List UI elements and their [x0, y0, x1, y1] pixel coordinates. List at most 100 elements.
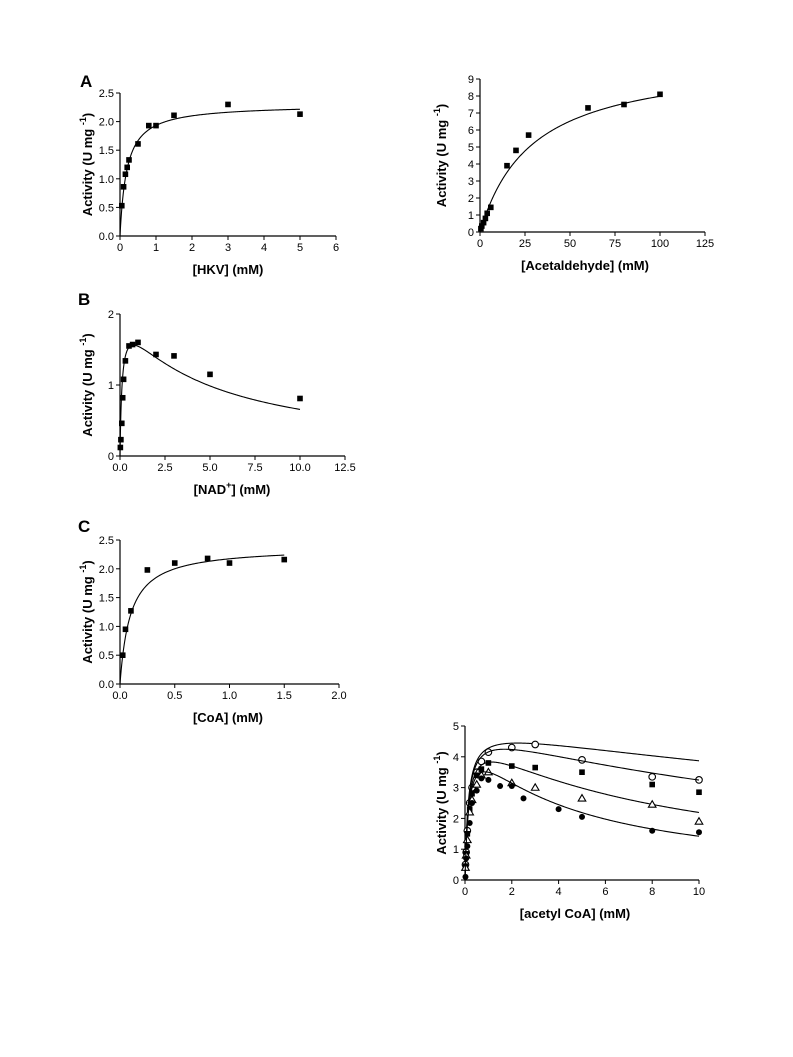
- data-point-filled-square: [129, 341, 136, 348]
- y-tick-label: 6: [468, 125, 474, 137]
- panel-letter: B: [78, 290, 90, 309]
- data-point-open-triangle: [577, 793, 587, 802]
- y-tick-label: 2: [108, 309, 114, 321]
- x-tick-label: 50: [564, 238, 576, 250]
- y-axis-title: Activity (U mg -1): [78, 333, 95, 436]
- y-tick-label: 2.5: [99, 535, 114, 547]
- data-point-filled-circle: [462, 873, 469, 880]
- x-tick-label: 4: [261, 242, 267, 254]
- chart-panel-4: C 0.0 0.5 1.0 1.5 2.0 0.0 0.5 1.0 1.5 2.0 2.5 [CoA] …: [78, 517, 347, 725]
- data-point-filled-square: [473, 772, 480, 779]
- data-point-filled-square: [207, 371, 213, 378]
- x-tick-label: 2: [509, 886, 515, 898]
- data-point-filled-square: [657, 91, 663, 98]
- x-tick-label: 4: [556, 886, 562, 898]
- data-point-filled-square: [126, 157, 132, 163]
- data-point-filled-square: [225, 101, 231, 108]
- y-tick-label: 7: [468, 108, 474, 120]
- data-point-filled-circle: [696, 829, 702, 836]
- data-point-filled-square: [171, 560, 178, 566]
- data-point-filled-square: [297, 111, 303, 117]
- data-point-filled-square: [122, 171, 129, 178]
- x-axis-title: [CoA] (mM): [193, 710, 263, 725]
- x-axis-title: [acetyl CoA] (mM): [520, 906, 631, 921]
- data-point-filled-square: [579, 769, 585, 775]
- data-point-filled-square: [204, 555, 211, 562]
- data-point-filled-square: [513, 147, 519, 154]
- data-point-filled-circle: [466, 820, 473, 827]
- data-point-filled-square: [119, 420, 125, 427]
- data-point-filled-square: [469, 790, 475, 797]
- data-point-open-circle: [578, 756, 586, 764]
- x-tick-label: 25: [519, 238, 531, 250]
- data-point-filled-square: [482, 215, 489, 222]
- x-tick-label: 6: [602, 886, 608, 898]
- data-point-filled-square: [146, 122, 152, 129]
- x-axis-title: [NAD+] (mM): [194, 480, 271, 497]
- data-point-filled-square: [119, 652, 126, 658]
- panel-letter: A: [80, 72, 92, 91]
- y-tick-label: 5: [453, 721, 459, 733]
- data-point-filled-square: [696, 789, 702, 796]
- data-point-filled-circle: [649, 827, 656, 834]
- x-tick-label: 1: [153, 242, 159, 254]
- data-point-filled-circle: [555, 806, 562, 813]
- data-point-filled-square: [120, 376, 127, 383]
- chart-panel-5: 0 2 4 6 8 10 0 1 2 3 4 5 [acetyl CoA] (mM) Activity (…: [432, 721, 705, 921]
- data-point-filled-square: [135, 141, 141, 147]
- data-point-filled-square: [120, 184, 127, 190]
- data-point-filled-circle: [473, 787, 480, 794]
- fit-curve-series-3: [464, 761, 700, 880]
- data-point-filled-circle: [464, 843, 471, 850]
- x-tick-label: 1.5: [277, 690, 292, 702]
- data-point-filled-square: [649, 781, 655, 788]
- data-point-filled-circle: [497, 783, 504, 790]
- x-tick-label: 10.0: [289, 462, 310, 474]
- y-tick-label: 1.0: [99, 621, 114, 633]
- data-point-filled-square: [126, 343, 132, 349]
- y-tick-label: 5: [468, 142, 474, 154]
- data-point-filled-square: [480, 219, 487, 226]
- x-tick-label: 100: [651, 238, 669, 250]
- data-point-open-triangle: [530, 782, 540, 791]
- data-point-filled-square: [124, 164, 130, 171]
- x-tick-label: 2: [189, 242, 195, 254]
- y-axis-title: Activity (U mg -1): [432, 751, 449, 854]
- data-point-open-triangle: [694, 816, 704, 825]
- chart-panel-3: B 0.0 2.5 5.0 7.5 10.0 12.5 0 1 2 [NAD+] (mM) Activ…: [78, 290, 356, 497]
- y-tick-label: 2.0: [99, 117, 114, 129]
- data-point-filled-circle: [508, 783, 515, 790]
- y-tick-label: 1.5: [99, 145, 114, 157]
- data-point-filled-circle: [469, 800, 476, 806]
- data-point-filled-square: [153, 122, 159, 129]
- data-point-filled-circle: [520, 795, 527, 802]
- x-tick-label: 7.5: [247, 462, 262, 474]
- chart-panel-2: 0 25 50 75 100 125 0 1 2 3 4 5 6 7 8 9 [Acetaldehyde] (m…: [432, 74, 714, 273]
- data-point-filled-circle: [485, 776, 492, 783]
- data-point-filled-square: [484, 210, 490, 217]
- x-axis-title: [HKV] (mM): [193, 262, 264, 277]
- x-tick-label: 6: [333, 242, 339, 254]
- y-tick-label: 4: [453, 752, 459, 764]
- data-point-filled-square: [153, 351, 159, 358]
- y-tick-label: 1: [468, 210, 474, 222]
- fit-curve-series-1: [119, 344, 301, 456]
- data-point-filled-square: [281, 556, 288, 563]
- data-point-open-triangle: [471, 779, 482, 788]
- data-point-open-triangle: [647, 799, 657, 808]
- y-tick-label: 1.0: [99, 174, 114, 186]
- y-axis-title: Activity (U mg -1): [78, 113, 95, 216]
- y-tick-label: 0: [108, 451, 114, 463]
- y-tick-label: 3: [453, 783, 459, 795]
- y-tick-label: 8: [468, 91, 474, 103]
- data-point-filled-square: [118, 436, 124, 443]
- data-point-filled-square: [226, 560, 233, 566]
- x-tick-label: 1.0: [222, 690, 237, 702]
- data-point-filled-square: [532, 764, 538, 771]
- x-tick-label: 125: [696, 238, 714, 250]
- x-tick-label: 5: [297, 242, 303, 254]
- data-point-filled-square: [117, 444, 124, 451]
- data-point-filled-square: [128, 608, 134, 614]
- y-tick-label: 2: [468, 193, 474, 205]
